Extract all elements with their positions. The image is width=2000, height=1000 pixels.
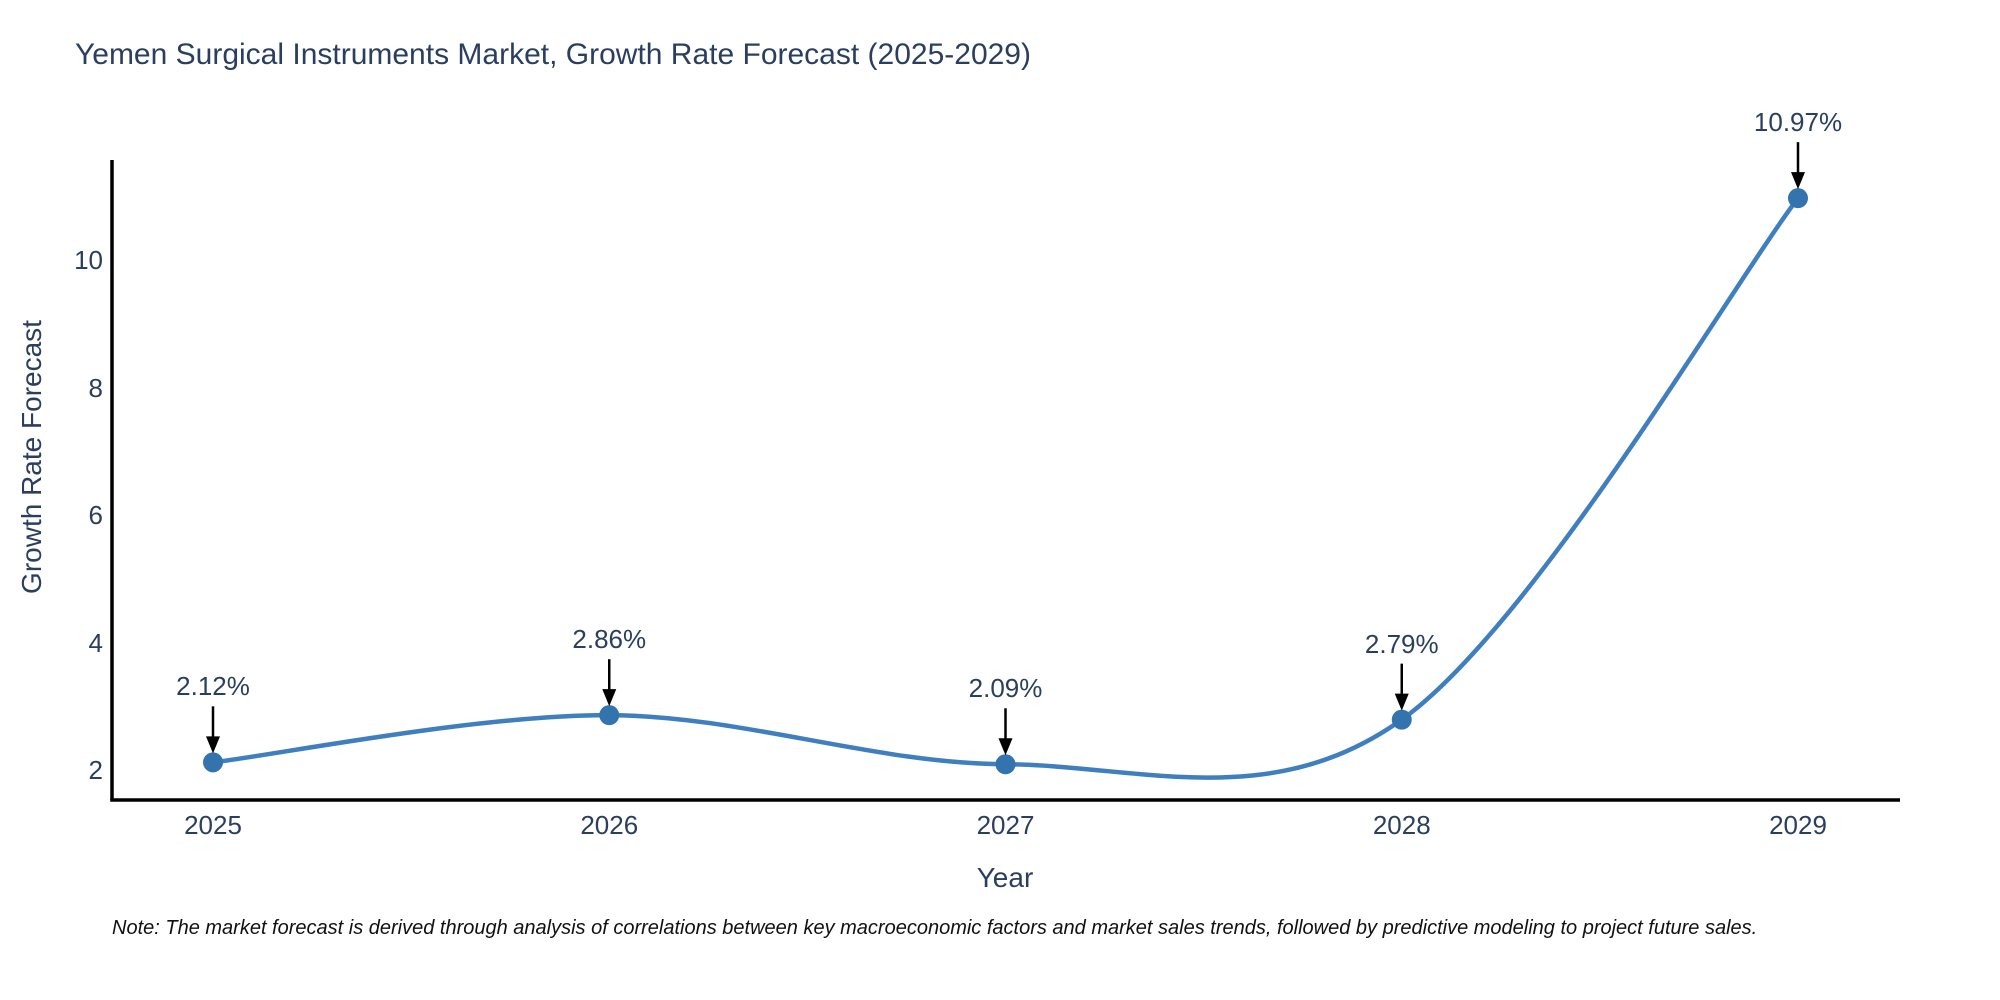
y-tick-label: 10 — [74, 245, 103, 275]
annotation-arrowhead — [602, 689, 617, 707]
x-tick-label: 2027 — [976, 810, 1035, 840]
point-annotation: 2.79% — [1364, 628, 1439, 659]
y-tick-label: 6 — [88, 500, 103, 530]
data-point-marker — [995, 754, 1016, 775]
trend-line — [210, 195, 1801, 780]
data-point-marker — [599, 705, 620, 726]
data-point-marker — [203, 752, 223, 773]
y-tick-label: 8 — [88, 372, 103, 403]
y-tick-label: 2 — [88, 755, 103, 785]
point-annotation: 2.86% — [572, 624, 647, 655]
data-point-marker — [1788, 188, 1808, 209]
y-axis-title: Growth Rate Forecast — [16, 320, 47, 594]
annotation-arrowhead — [998, 738, 1013, 756]
x-tick-label: 2028 — [1372, 810, 1431, 840]
annotation-arrowhead — [1791, 172, 1805, 190]
annotation-arrowhead — [1394, 693, 1409, 711]
x-axis-title: Year — [976, 862, 1034, 893]
y-tick-label: 4 — [88, 627, 103, 658]
annotation-arrowhead — [206, 736, 220, 754]
point-annotation: 10.97% — [1753, 107, 1843, 138]
footnote: Note: The market forecast is derived thr… — [112, 917, 1758, 939]
x-tick-label: 2029 — [1769, 810, 1827, 840]
x-tick-label: 2025 — [184, 810, 242, 840]
point-annotation: 2.12% — [176, 671, 250, 702]
data-point-marker — [1391, 709, 1412, 730]
chart-title: Yemen Surgical Instruments Market, Growt… — [75, 38, 1031, 71]
point-annotation: 2.09% — [968, 673, 1043, 704]
x-tick-label: 2026 — [580, 810, 639, 840]
